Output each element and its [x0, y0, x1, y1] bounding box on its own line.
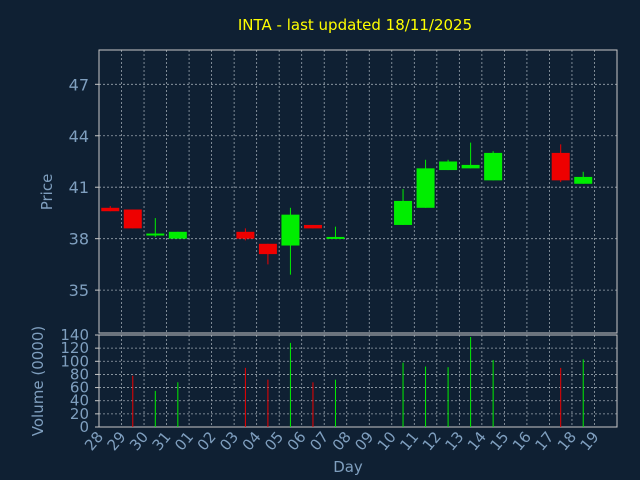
- price-tick-label: 38: [69, 230, 89, 249]
- price-grid: [99, 50, 617, 333]
- volume-panel-frame: [98, 334, 618, 428]
- candle-body: [484, 152, 503, 181]
- candle-body: [101, 207, 120, 212]
- price-y-axis: 35 38 41 44 47: [69, 75, 99, 300]
- candle-body: [394, 200, 413, 225]
- candle-body: [146, 233, 165, 236]
- candle-body: [303, 224, 322, 229]
- candle-body: [439, 161, 458, 171]
- price-tick-label: 44: [69, 127, 89, 146]
- candle-body: [258, 243, 277, 255]
- volume-tick-label: 20: [70, 405, 89, 423]
- price-panel-frame: [98, 49, 618, 334]
- candle-body: [461, 164, 480, 169]
- candle-body: [281, 214, 300, 246]
- price-tick-label: 47: [69, 75, 89, 94]
- candle-body: [551, 152, 570, 181]
- volume-tick-label: 0: [79, 418, 89, 436]
- price-tick-label: 35: [69, 281, 89, 300]
- candle-body: [574, 176, 593, 184]
- price-tick-label: 41: [69, 178, 89, 197]
- volume-tick-label: 40: [70, 392, 89, 410]
- price-candles: [101, 142, 593, 275]
- volume-grid: [99, 334, 617, 428]
- volume-tick-label: 100: [60, 352, 89, 370]
- volume-tick-label: 140: [60, 326, 89, 344]
- candle-body: [326, 236, 345, 239]
- volume-bars: [132, 336, 584, 427]
- candle-body: [416, 168, 435, 208]
- candle-body: [168, 231, 187, 239]
- chart-title: INTA - last updated 18/11/2025: [238, 16, 472, 34]
- price-axis-label: Price: [38, 174, 56, 211]
- volume-axis-label: Volume (0000): [29, 326, 47, 436]
- volume-tick-label: 60: [70, 379, 89, 397]
- volume-tick-label: 120: [60, 339, 89, 357]
- volume-tick-label: 80: [70, 365, 89, 383]
- candle-body: [123, 209, 142, 229]
- candle-body: [236, 231, 255, 239]
- x-axis: 2829303101020304050607080910111213141516…: [81, 428, 603, 454]
- x-axis-label: Day: [333, 458, 363, 476]
